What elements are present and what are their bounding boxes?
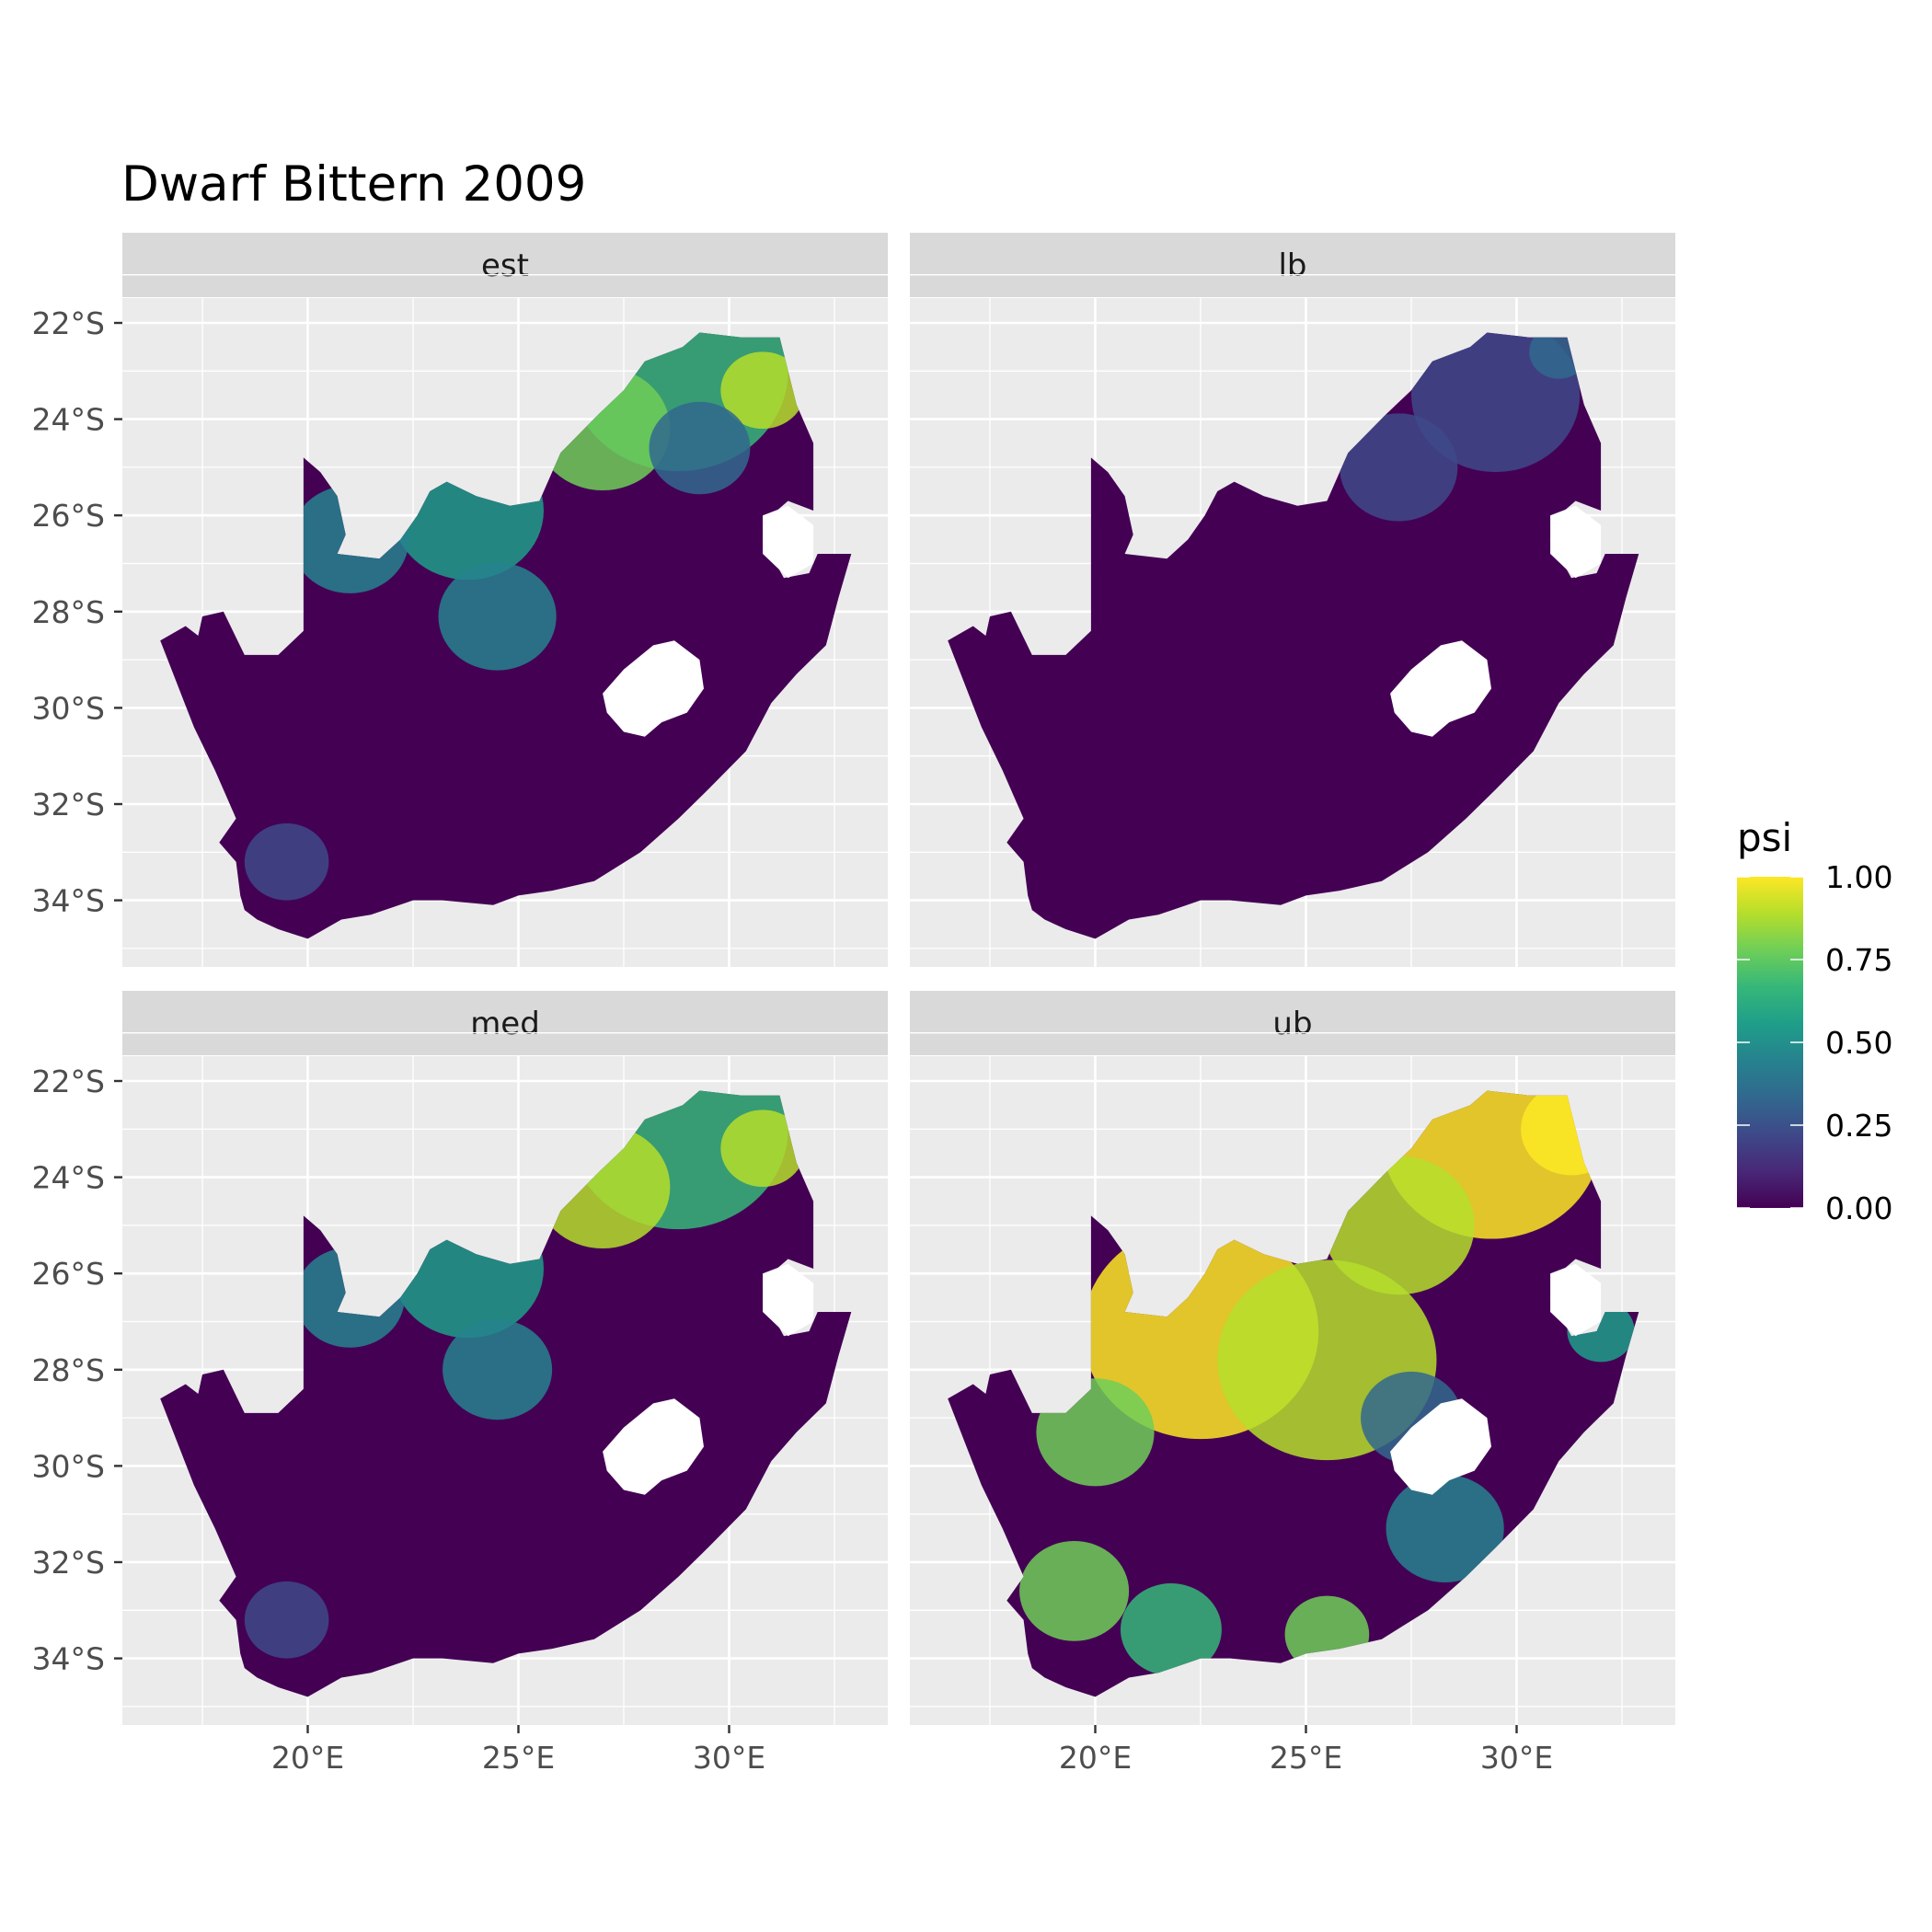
facet-est: est [122,233,888,967]
plot-title: Dwarf Bittern 2009 [121,156,586,213]
x-tick-label: 30°E [693,1740,765,1776]
lesotho-hole [603,1398,704,1495]
strip-label-med: med [470,1006,540,1042]
occupancy-blob [1019,1540,1130,1641]
y-tick-label: 32°S [32,787,105,822]
eswatini-hole [763,505,814,579]
lesotho-hole [603,640,704,737]
facet-med: med [122,991,888,1725]
map-med [160,1090,852,1697]
legend-label: 0.50 [1825,1025,1892,1061]
x-axis-right: 20°E 25°E 30°E [1059,1725,1553,1776]
map-lb [948,332,1639,939]
y-axis-top: 22°S 24°S 26°S 28°S 30°S 32°S 34°S [32,305,122,919]
legend-label: 0.25 [1825,1108,1892,1144]
y-tick-label: 30°S [32,1448,105,1484]
eswatini-hole [1550,505,1602,579]
legend-label: 0.00 [1825,1190,1892,1226]
y-tick-label: 30°S [32,690,105,726]
eswatini-hole [763,1263,814,1337]
map-est [160,332,852,939]
y-tick-label: 22°S [32,305,105,341]
legend-title: psi [1737,815,1792,860]
strip-est [122,233,888,297]
occupancy-blob [244,822,329,901]
y-tick-label: 28°S [32,1352,105,1388]
y-tick-label: 34°S [32,883,105,919]
strip-ub [910,991,1675,1055]
y-tick-label: 32°S [32,1545,105,1581]
legend-label: 1.00 [1825,859,1892,895]
y-tick-label: 34°S [32,1641,105,1677]
x-tick-label: 20°E [1059,1740,1132,1776]
y-tick-label: 28°S [32,594,105,630]
country-outline [948,332,1639,939]
occupancy-blob [1386,1474,1504,1582]
y-axis-bottom: 22°S 24°S 26°S 28°S 30°S 32°S 34°S [32,1064,122,1677]
lesotho-hole [1390,1398,1491,1495]
y-tick-label: 24°S [32,402,105,438]
strip-label-ub: ub [1272,1006,1312,1042]
lesotho-hole [1390,640,1491,737]
occupancy-blob [720,1110,805,1188]
strip-label-est: est [481,247,529,284]
strip-label-lb: lb [1278,247,1306,284]
facet-ub: ub [910,991,1675,1725]
y-tick-label: 26°S [32,1256,105,1292]
strip-med [122,991,888,1055]
occupancy-blob [443,1319,553,1420]
occupancy-blob [438,562,557,671]
y-tick-label: 22°S [32,1064,105,1099]
strip-lb [910,233,1675,297]
legend-label: 0.75 [1825,942,1892,978]
occupancy-blob [720,351,805,430]
legend: psi 1.00 0.75 0.50 0.25 0.00 [1737,815,1892,1226]
x-tick-label: 25°E [1270,1740,1342,1776]
x-tick-label: 25°E [482,1740,555,1776]
x-tick-label: 30°E [1480,1740,1553,1776]
y-tick-label: 26°S [32,498,105,534]
y-tick-label: 24°S [32,1160,105,1196]
eswatini-hole [1550,1263,1602,1337]
x-tick-label: 20°E [271,1740,344,1776]
x-axis-left: 20°E 25°E 30°E [271,1725,765,1776]
occupancy-blob [1340,413,1458,522]
occupancy-blob [649,401,751,495]
occupancy-blob [244,1581,329,1659]
facet-lb: lb [910,233,1675,967]
legend-ticks: 1.00 0.75 0.50 0.25 0.00 [1737,859,1892,1226]
occupancy-blob [1120,1583,1222,1676]
